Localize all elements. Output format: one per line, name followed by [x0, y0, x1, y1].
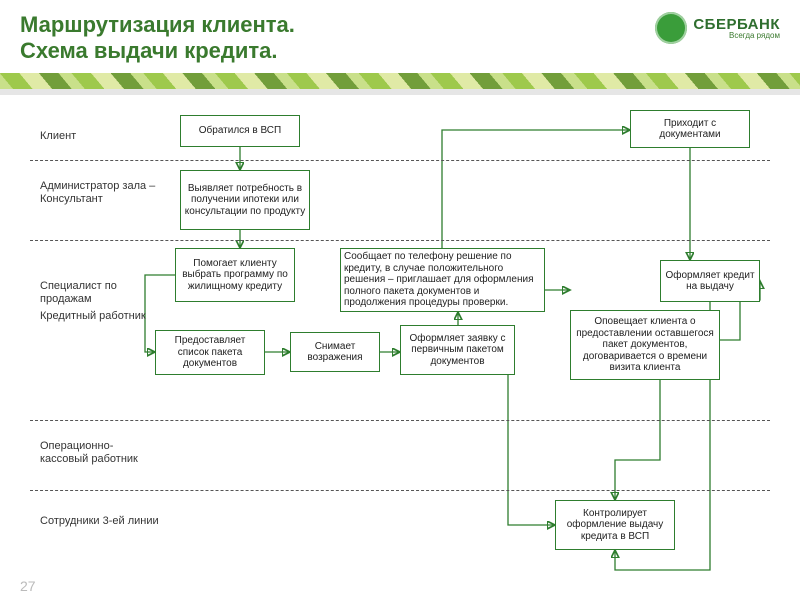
lane-separator [30, 420, 770, 421]
slide-title: Маршрутизация клиента. Схема выдачи кред… [20, 12, 295, 65]
flow-node-n5: Сообщает по телефону решение по кредиту,… [340, 248, 545, 312]
title-line-1: Маршрутизация клиента. [20, 12, 295, 38]
lane-label-client: Клиент [40, 130, 160, 143]
edge-n5-n2 [442, 130, 630, 248]
lane-separator [30, 490, 770, 491]
lane-label-cashier: Операционно-кассовый работник [40, 440, 160, 466]
flowchart-canvas: Клиент Администратор зала – Консультант Сп… [0, 100, 800, 590]
logo-name: СБЕРБАНК [693, 17, 780, 32]
lane-label-credoff: Кредитный работник [40, 310, 160, 323]
lane-separator [30, 160, 770, 161]
slide-header: Маршрутизация клиента. Схема выдачи кред… [0, 0, 800, 65]
grey-banner [0, 89, 800, 95]
flow-node-n8: Снимает возражения [290, 332, 380, 372]
logo-icon [655, 12, 687, 44]
page-number: 27 [20, 578, 36, 594]
flow-node-n7: Предоставляет список пакета документов [155, 330, 265, 375]
flow-node-n9: Оформляет заявку с первичным пакетом док… [400, 325, 515, 375]
green-banner [0, 73, 800, 89]
flow-node-n4: Помогает клиенту выбрать программу по жи… [175, 248, 295, 302]
flow-node-n11: Контролирует оформление выдачу кредита в… [555, 500, 675, 550]
flow-node-n6: Оформляет кредит на выдачу [660, 260, 760, 302]
lane-label-sales: Специалист по продажам [40, 280, 160, 306]
title-line-2: Схема выдачи кредита. [20, 38, 295, 64]
edge-n9-n11 [508, 375, 555, 525]
flow-node-n1: Обратился в ВСП [180, 115, 300, 147]
flow-node-n3: Выявляет потребность в получении ипотеки… [180, 170, 310, 230]
logo-tagline: Всегда рядом [729, 32, 780, 40]
lane-separator [30, 240, 770, 241]
sberbank-logo: СБЕРБАНК Всегда рядом [655, 12, 780, 44]
edge-n10-n11 [615, 380, 660, 500]
flow-node-n10: Оповещает клиента о предоставлении остав… [570, 310, 720, 380]
lane-label-admin: Администратор зала – Консультант [40, 180, 160, 206]
flow-node-n2: Приходит с документами [630, 110, 750, 148]
lane-label-line3: Сотрудники 3-ей линии [40, 515, 160, 528]
